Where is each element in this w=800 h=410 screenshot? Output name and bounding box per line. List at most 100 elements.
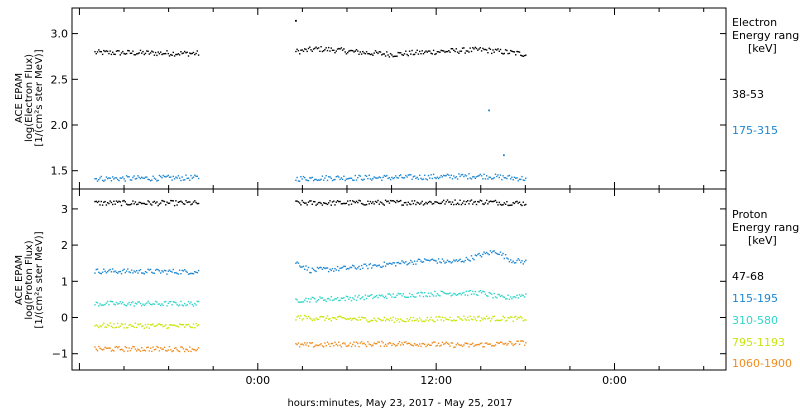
data-point [129, 203, 132, 206]
data-point [349, 342, 351, 344]
electron-legend-title: Electron [732, 16, 777, 29]
data-point [117, 201, 119, 203]
data-point [450, 174, 452, 176]
data-point [156, 54, 158, 57]
data-point [104, 50, 106, 53]
data-point [413, 296, 416, 298]
data-point [113, 303, 115, 305]
data-point [412, 176, 415, 178]
data-point [301, 199, 303, 202]
data-point [384, 320, 387, 322]
data-point [456, 342, 459, 344]
data-point [133, 305, 135, 307]
data-point [147, 346, 149, 348]
data-point [501, 52, 503, 54]
data-point [486, 49, 488, 51]
data-point [413, 53, 416, 56]
data-point [424, 203, 426, 205]
data-point [515, 343, 517, 345]
data-point [334, 267, 336, 270]
data-point [482, 178, 484, 180]
data-point [364, 53, 367, 55]
data-point [128, 324, 130, 326]
data-point [475, 319, 478, 322]
data-point [513, 343, 516, 346]
data-point [128, 176, 130, 178]
data-point [389, 294, 392, 296]
data-point [450, 203, 452, 205]
data-point [417, 178, 420, 180]
data-point [142, 202, 144, 205]
data-point [444, 342, 446, 345]
data-point [165, 270, 167, 272]
data-point [163, 325, 166, 327]
data-point [176, 272, 178, 275]
data-point [355, 299, 358, 301]
data-point [426, 316, 428, 319]
data-point [94, 51, 96, 53]
data-point [196, 175, 198, 177]
data-point [459, 292, 461, 294]
data-point [182, 203, 185, 205]
data-point [127, 49, 129, 52]
data-point [445, 293, 447, 295]
data-point [402, 344, 404, 346]
data-point [101, 271, 104, 273]
data-point [187, 273, 190, 275]
data-point [98, 200, 100, 203]
data-point [166, 273, 168, 275]
data-point [417, 345, 420, 347]
data-point [177, 201, 180, 203]
data-point [317, 318, 320, 321]
data-point [321, 315, 324, 318]
data-point [363, 263, 365, 265]
data-point [185, 304, 187, 307]
data-point [487, 295, 489, 297]
data-point [345, 178, 348, 180]
data-point [152, 323, 154, 325]
data-point [454, 260, 456, 262]
data-point [448, 319, 450, 321]
data-point [518, 343, 521, 345]
data-point [153, 349, 156, 351]
data-point [470, 343, 473, 346]
data-point [106, 300, 109, 303]
data-point [511, 176, 513, 178]
data-point [374, 200, 377, 203]
data-point [387, 200, 389, 202]
data-point [367, 177, 369, 180]
data-point [401, 342, 403, 344]
data-point [142, 50, 144, 53]
data-point [497, 319, 499, 322]
data-point [304, 268, 306, 270]
data-point [311, 342, 313, 344]
data-point [475, 47, 478, 50]
data-point [118, 179, 120, 182]
data-point [309, 301, 311, 303]
data-point [467, 200, 469, 202]
data-point [108, 202, 110, 205]
data-point [430, 259, 432, 261]
data-point [311, 296, 313, 299]
data-point [441, 258, 444, 260]
data-point [170, 324, 172, 326]
data-point [395, 175, 397, 177]
data-point [132, 345, 134, 348]
data-point [192, 305, 195, 307]
data-point [358, 174, 360, 177]
data-point [506, 344, 508, 346]
data-point [110, 300, 113, 303]
data-point [311, 203, 313, 205]
data-point [299, 53, 301, 55]
data-point [368, 203, 370, 205]
data-point [459, 258, 461, 260]
data-point [451, 294, 454, 296]
data-point [421, 178, 423, 181]
data-point [456, 260, 459, 263]
data-point [320, 266, 322, 269]
data-point [498, 176, 500, 179]
data-point [120, 272, 123, 275]
data-point [360, 202, 363, 205]
data-point [365, 319, 368, 321]
data-point [348, 318, 350, 320]
